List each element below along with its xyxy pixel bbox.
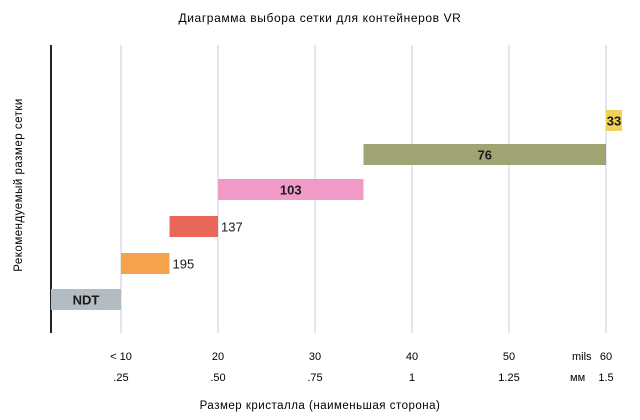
x-tick-label-mils: 20 bbox=[212, 351, 224, 363]
x-tick-label-mils: 40 bbox=[406, 351, 418, 363]
x-tick-label-mm: .25 bbox=[113, 372, 128, 384]
x-tick-label-mils: 50 bbox=[503, 351, 515, 363]
bar-label-103: 103 bbox=[280, 183, 302, 198]
bar-137 bbox=[169, 216, 218, 237]
bar-195 bbox=[121, 253, 170, 274]
bar-103 bbox=[218, 179, 364, 200]
x-tick-label-mils: < 10 bbox=[110, 351, 132, 363]
x-axis-title: Размер кристалла (наименьшая сторона) bbox=[200, 400, 441, 412]
bar-label-195: 195 bbox=[173, 257, 195, 272]
vertical-grid bbox=[120, 45, 607, 333]
bar-76 bbox=[363, 144, 606, 165]
x-tick-label-mm: 1.25 bbox=[498, 372, 519, 384]
bar-label-ndt: NDT bbox=[73, 293, 100, 308]
bar-label-33: 33 bbox=[607, 114, 621, 129]
x-tick-label-mils: 30 bbox=[309, 351, 321, 363]
y-axis-title: Рекомендуемый размер сетки bbox=[13, 98, 25, 272]
bar-label-76: 76 bbox=[478, 148, 492, 163]
x-tick-label-mm: .50 bbox=[210, 372, 225, 384]
x-tick-label-mm: 1.5 bbox=[598, 372, 613, 384]
chart-title: Диаграмма выбора сетки для контейнеров V… bbox=[179, 11, 462, 25]
bars: NDT195137103763316 bbox=[51, 110, 622, 310]
bar-ndt bbox=[51, 289, 121, 310]
bar-33 bbox=[606, 110, 622, 131]
bar-label-137: 137 bbox=[221, 220, 243, 235]
x-tick-labels: < 10.2520.5030.75401501.25601.5701.75802… bbox=[110, 351, 614, 384]
x-unit-mils: mils bbox=[572, 351, 592, 363]
x-tick-label-mils: 60 bbox=[600, 351, 612, 363]
x-tick-label-mm: .75 bbox=[307, 372, 322, 384]
x-tick-label-mm: 1 bbox=[409, 372, 415, 384]
x-unit-mm: мм bbox=[570, 372, 585, 384]
